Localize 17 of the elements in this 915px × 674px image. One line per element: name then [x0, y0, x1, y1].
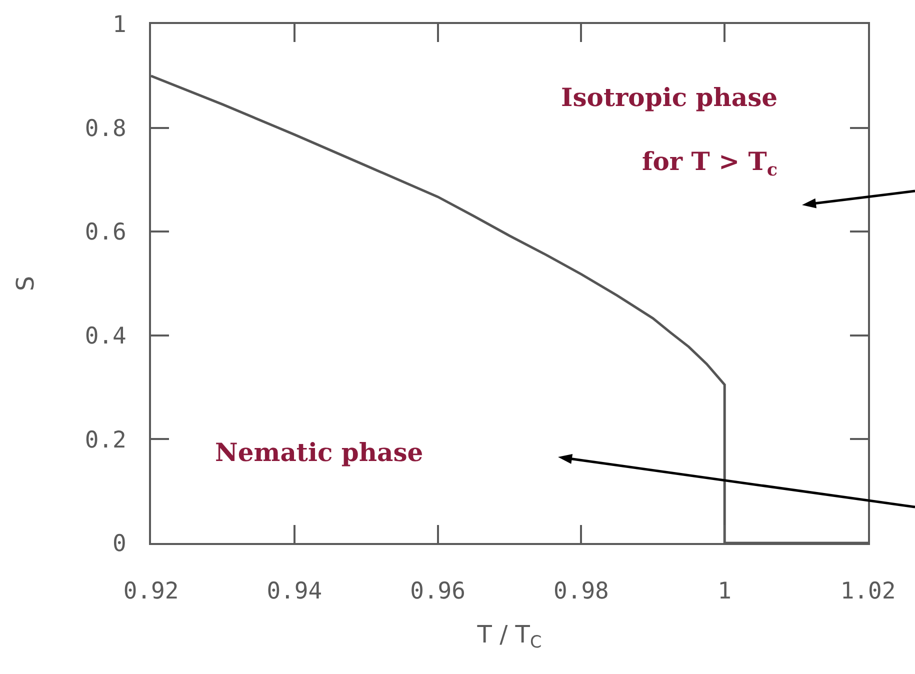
- x-tick-label: 0.94: [266, 578, 322, 605]
- x-axis-title: T / T$_{C}$: [476, 620, 542, 652]
- annotation: for T > T$_{c}$: [642, 147, 778, 180]
- x-tick-label: 0.92: [123, 578, 179, 605]
- x-tick-label: 1.02: [840, 578, 896, 605]
- y-tick-label: 0.4: [84, 323, 126, 350]
- y-tick-label: 0.2: [84, 427, 126, 454]
- annotation: Isotropic phase: [561, 83, 778, 112]
- y-tick-label: 1: [112, 12, 126, 38]
- y-axis-title: S: [11, 276, 40, 292]
- y-tick-label: 0.6: [84, 220, 126, 246]
- y-tick-label: 0.8: [84, 116, 126, 142]
- annotation: Nematic phase: [215, 438, 424, 467]
- y-tick-label: 0: [112, 531, 126, 558]
- x-tick-label: 0.96: [410, 578, 466, 605]
- x-tick-label: 0.98: [554, 578, 609, 605]
- x-tick-label: 1: [718, 578, 732, 605]
